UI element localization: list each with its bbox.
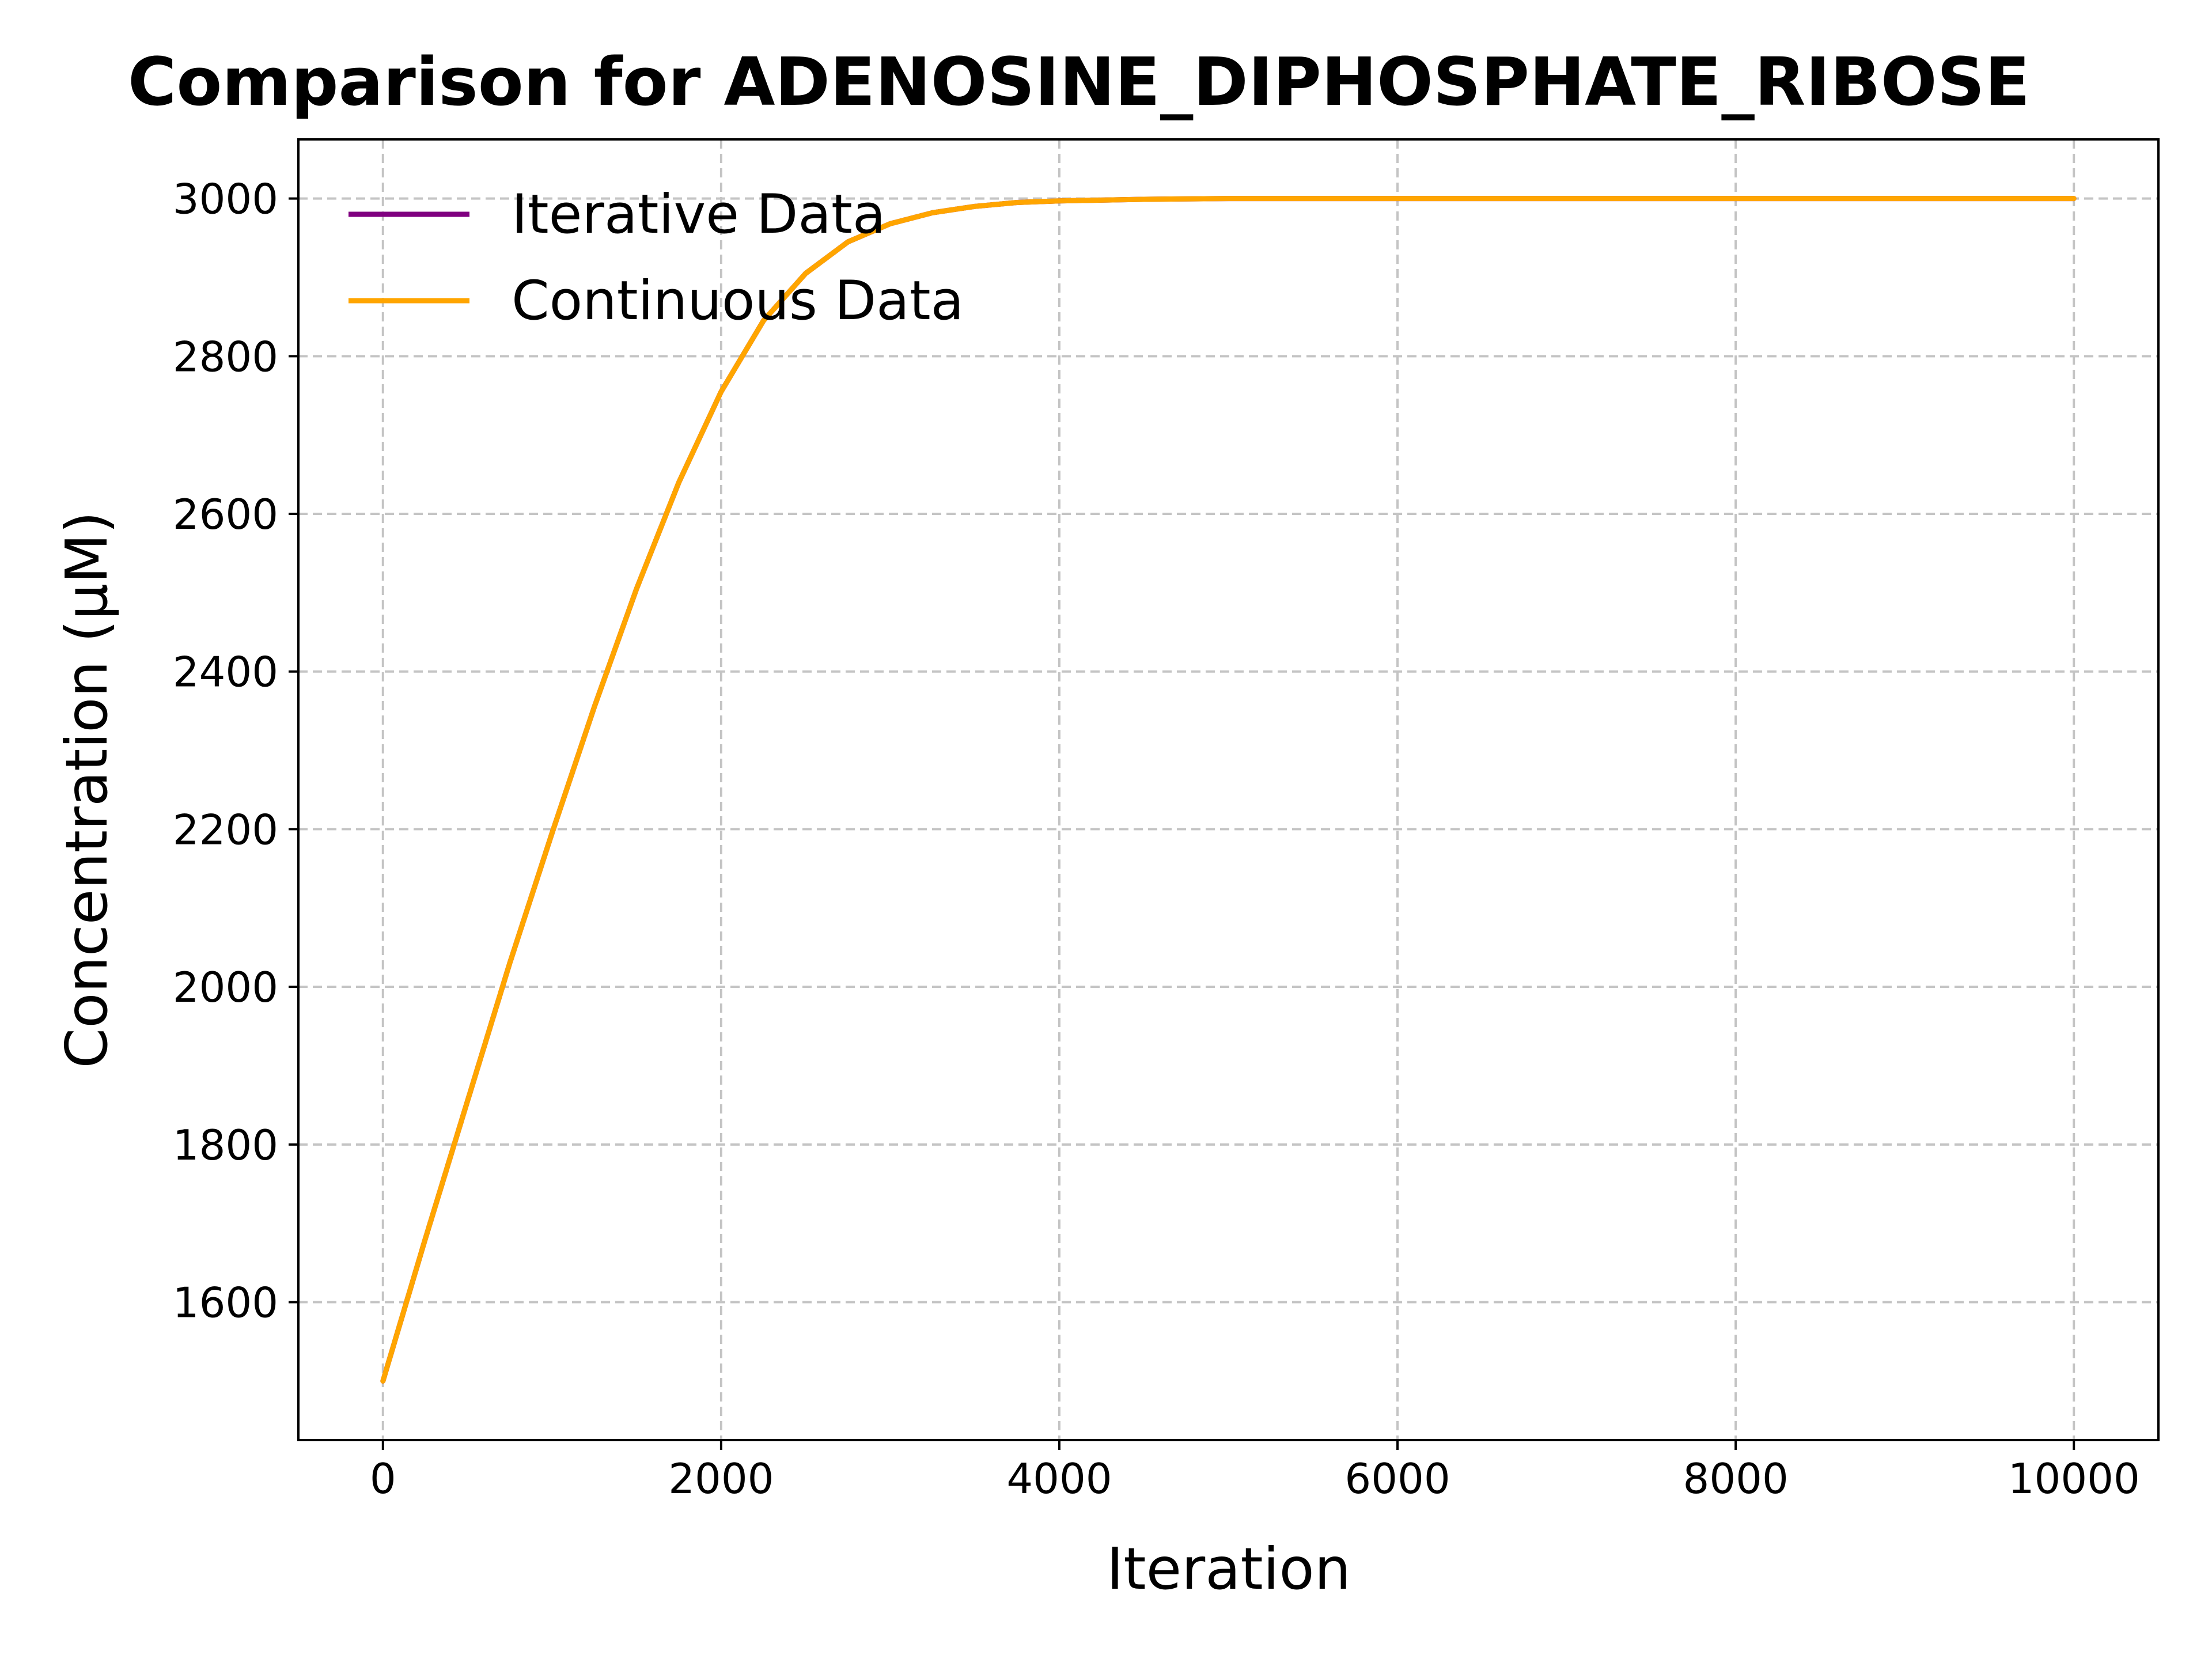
y-tick-label: 1600	[173, 1279, 278, 1327]
y-tick-label: 2400	[173, 648, 278, 696]
y-tick-label: 3000	[173, 175, 278, 224]
y-tick-label: 2000	[173, 963, 278, 1012]
y-axis-label: Concentration (μM)	[53, 511, 120, 1068]
x-tick-label: 0	[370, 1455, 396, 1503]
grid	[298, 139, 2158, 1440]
x-tick-label: 2000	[668, 1455, 774, 1503]
y-tick-label: 2800	[173, 332, 278, 381]
x-axis-label: Iteration	[1107, 1535, 1351, 1603]
x-tick-label: 6000	[1344, 1455, 1450, 1503]
series-line-continuous	[380, 196, 2077, 1384]
x-tick-label: 8000	[1683, 1455, 1789, 1503]
y-tick-label: 1800	[173, 1121, 278, 1169]
legend-label-continuous: Continuous Data	[512, 270, 964, 332]
series-lines	[380, 196, 2077, 1384]
chart-title: Comparison for ADENOSINE_DIPHOSPHATE_RIB…	[128, 44, 2030, 121]
x-tick-label: 4000	[1006, 1455, 1112, 1503]
y-tick-label: 2600	[173, 490, 278, 539]
axis-ticks: 0 2000 4000 6000 8000 10000 1600 1800 2000 2200 24…	[173, 175, 2140, 1503]
legend-label-iterative: Iterative Data	[512, 183, 885, 246]
plot-frame	[297, 138, 2160, 1441]
y-tick-label: 2200	[173, 805, 278, 854]
series-line-iterative	[380, 196, 2077, 1384]
legend: Iterative Data Continuous Data	[349, 183, 964, 332]
x-tick-label: 10000	[2008, 1455, 2140, 1503]
